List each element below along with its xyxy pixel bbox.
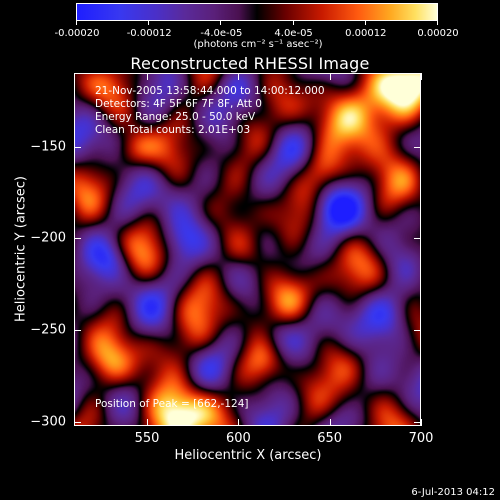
y-tick	[414, 422, 421, 424]
x-tick	[329, 73, 331, 80]
y-tick	[414, 146, 421, 148]
colorbar-tick	[292, 21, 294, 25]
x-tick	[238, 419, 240, 426]
annotation-energy-range: Energy Range: 25.0 - 50.0 keV	[95, 111, 256, 123]
colorbar-tick	[76, 21, 77, 25]
y-tick	[74, 422, 81, 424]
y-axis-label: Heliocentric Y (arcsec)	[13, 176, 29, 322]
y-tick	[74, 238, 81, 240]
x-tick-label: 600	[225, 431, 251, 446]
y-tick	[74, 146, 81, 148]
y-tick	[414, 238, 421, 240]
y-tick-label: −150	[30, 139, 66, 155]
x-tick	[147, 419, 149, 426]
x-tick-label: 650	[317, 431, 343, 446]
colorbar	[76, 3, 438, 21]
colorbar-tick-label: -4.0e-05	[200, 28, 243, 39]
annotation-detectors: Detectors: 4F 5F 6F 7F 8F, Att 0	[95, 98, 262, 110]
chart-title: Reconstructed RHESSI Image	[130, 54, 370, 73]
colorbar-tick-label: -0.00020	[54, 28, 100, 39]
x-tick	[238, 73, 240, 80]
y-tick	[74, 330, 81, 332]
y-tick-label: −200	[30, 230, 66, 246]
annotation-total-counts: Clean Total counts: 2.01E+03	[95, 124, 251, 136]
x-tick-label: 550	[134, 431, 160, 446]
heatmap-image	[75, 74, 420, 425]
colorbar-tick-label: 0.00012	[345, 28, 387, 39]
y-tick	[414, 330, 421, 332]
colorbar-tick	[220, 21, 222, 25]
colorbar-tick-label: 4.0e-05	[274, 28, 313, 39]
y-tick-label: −300	[30, 414, 66, 430]
annotation-peak-position: Position of Peak = [662,-124]	[95, 398, 249, 410]
x-axis-label: Heliocentric X (arcsec)	[174, 448, 322, 463]
colorbar-tick	[437, 21, 438, 25]
colorbar-unit-label: (photons cm⁻² s⁻¹ asec⁻²)	[193, 39, 323, 50]
x-tick	[421, 73, 422, 80]
colorbar-tick-label: -0.00012	[126, 28, 172, 39]
x-tick	[147, 73, 149, 80]
annotation-time-range: 21-Nov-2005 13:58:44.000 to 14:00:12.000	[95, 85, 325, 97]
x-tick-label: 700	[408, 431, 434, 446]
timestamp: 6-Jul-2013 04:12	[411, 487, 495, 498]
colorbar-tick	[364, 21, 366, 25]
colorbar-tick-label: 0.00020	[417, 28, 459, 39]
x-tick	[421, 419, 422, 426]
x-tick	[329, 419, 331, 426]
plot-area: 21-Nov-2005 13:58:44.000 to 14:00:12.000…	[74, 73, 421, 426]
y-tick-label: −250	[30, 322, 66, 338]
colorbar-tick	[148, 21, 150, 25]
